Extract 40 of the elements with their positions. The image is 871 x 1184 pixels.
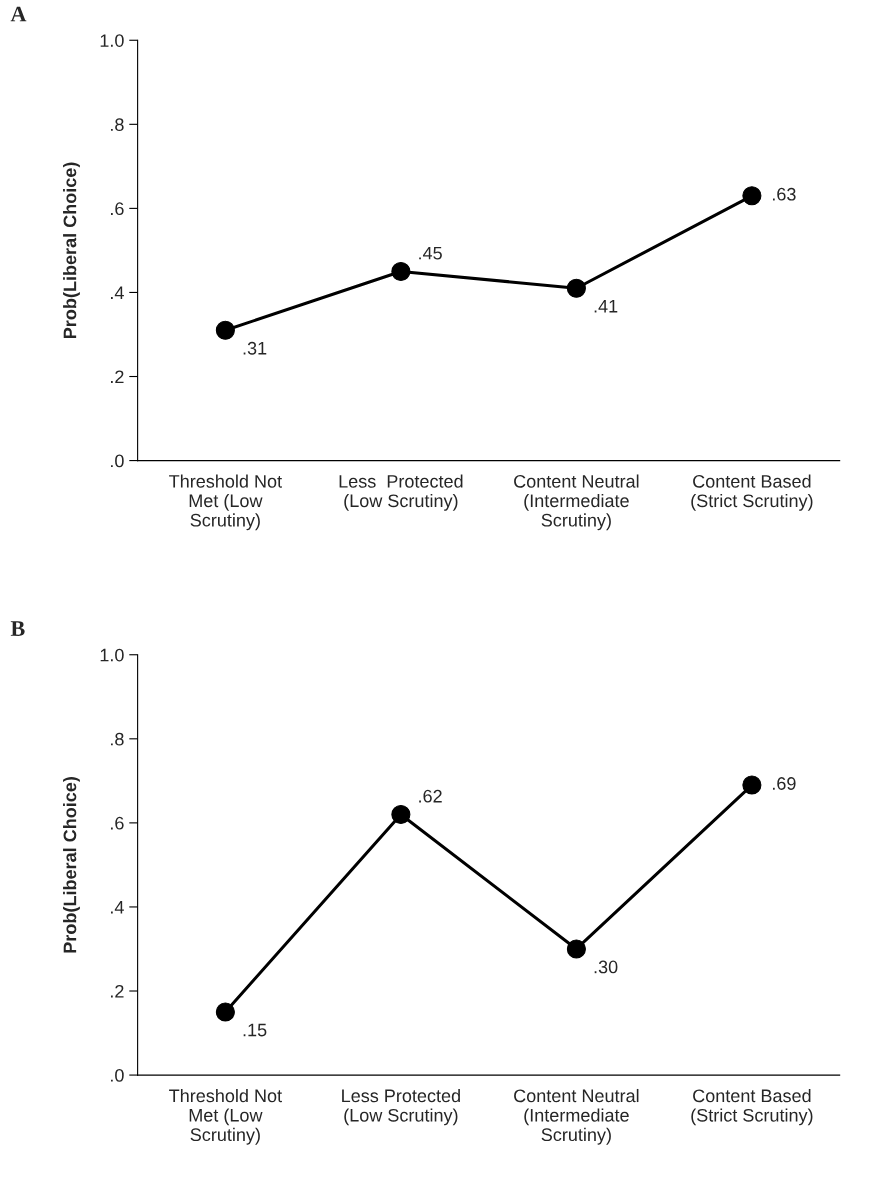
x-tick-label: Threshold Not Met (Low Scrutiny) bbox=[169, 474, 282, 531]
x-tick-label: Content Based (Strict Scrutiny) bbox=[691, 474, 813, 511]
point bbox=[566, 939, 586, 959]
y-tick-label: .6 bbox=[111, 202, 124, 216]
data-label: .30 bbox=[594, 960, 618, 974]
x-tick-label: Threshold Not Met (Low Scrutiny) bbox=[169, 1088, 282, 1145]
y-tick-label: 1.0 bbox=[100, 34, 124, 47]
point bbox=[566, 278, 586, 298]
data-label: .31 bbox=[243, 341, 267, 355]
point bbox=[391, 804, 411, 825]
data-label: .41 bbox=[594, 300, 618, 313]
x-tick-label: Content Neutral (Intermediate Scrutiny) bbox=[514, 474, 639, 531]
data-label: .69 bbox=[772, 777, 796, 790]
x-tick-label: Content Neutral (Intermediate Scrutiny) bbox=[514, 1088, 639, 1145]
y-tick-label: 1.0 bbox=[100, 648, 124, 662]
x-tick-label: Content Based (Strict Scrutiny) bbox=[691, 1088, 813, 1126]
point bbox=[215, 320, 235, 340]
x-tick-label: Less Protected (Low Scrutiny) bbox=[339, 474, 463, 511]
y-tick-label: .8 bbox=[111, 118, 124, 132]
chart-title: A bbox=[10, 6, 27, 22]
y-tick-label: .6 bbox=[111, 816, 124, 830]
point bbox=[215, 1002, 235, 1022]
y-tick-label: .2 bbox=[111, 984, 124, 998]
data-label: .45 bbox=[419, 246, 442, 260]
point bbox=[391, 261, 411, 281]
chart-title: B bbox=[10, 621, 25, 636]
data-label: .15 bbox=[243, 1023, 267, 1037]
y-axis-title: Prob(Liberal Choice) bbox=[63, 162, 80, 338]
data-label: .63 bbox=[772, 187, 796, 201]
y-tick-label: .8 bbox=[111, 732, 124, 746]
y-tick-label: .4 bbox=[111, 901, 124, 914]
y-tick-label: .4 bbox=[111, 286, 124, 299]
y-axis-title: Prob(Liberal Choice) bbox=[63, 777, 80, 953]
y-tick-label: .0 bbox=[111, 1069, 124, 1082]
x-tick-label: Less Protected (Low Scrutiny) bbox=[342, 1088, 460, 1126]
y-tick-label: .2 bbox=[111, 370, 124, 384]
point bbox=[742, 775, 762, 795]
y-tick-label: .0 bbox=[111, 454, 124, 468]
data-label: .62 bbox=[419, 789, 442, 803]
point bbox=[742, 186, 762, 206]
